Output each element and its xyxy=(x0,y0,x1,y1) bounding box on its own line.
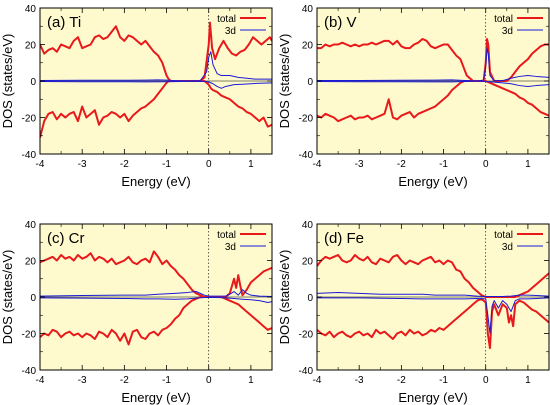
x-tick-label: -4 xyxy=(313,159,322,170)
x-tick-label: -2 xyxy=(397,375,406,386)
x-tick-label: -2 xyxy=(397,159,406,170)
series-group xyxy=(317,254,549,350)
x-tick-label: -4 xyxy=(36,375,45,386)
series-total-down-line xyxy=(317,80,549,123)
series-3d-up-line xyxy=(40,51,272,82)
series-3d-down-line xyxy=(40,80,272,89)
panel-label: (d) Fe xyxy=(324,230,364,247)
panel-1: -4 -3 -2 -1 0 1 -40 -20 0 20 40 Energy (eV) DOS (sta… xyxy=(277,4,550,189)
series-3d-up-line xyxy=(317,47,549,82)
y-tick-label: 20 xyxy=(25,41,37,52)
legend-label-total: total xyxy=(217,230,236,241)
x-tick-label: -1 xyxy=(162,375,171,386)
panel-2: -4 -3 -2 -1 0 1 -40 -20 0 20 40 Energy (eV) DOS (sta… xyxy=(0,220,273,405)
series-group xyxy=(40,21,272,138)
panel-3: -4 -3 -2 -1 0 1 -40 -20 0 20 40 Energy (eV) DOS (sta… xyxy=(277,220,550,405)
x-tick-label: 1 xyxy=(525,375,531,386)
legend-label-total: total xyxy=(494,14,513,25)
y-tick-label: 20 xyxy=(25,257,37,268)
y-tick-label: -40 xyxy=(22,366,37,377)
series-total-up-line xyxy=(40,250,272,298)
legend-label-3d: 3d xyxy=(225,26,236,37)
y-tick-label: -20 xyxy=(299,330,314,341)
y-axis-label: DOS (states/eV) xyxy=(277,34,292,129)
legend-label-total: total xyxy=(217,14,236,25)
x-tick-label: -4 xyxy=(36,159,45,170)
x-tick-label: -2 xyxy=(120,375,129,386)
y-tick-label: 40 xyxy=(302,220,314,231)
series-group xyxy=(317,38,549,123)
series-3d-down-line xyxy=(40,296,272,303)
y-tick-label: -20 xyxy=(299,114,314,125)
series-total-down-line xyxy=(40,80,272,138)
series-total-down-line xyxy=(40,296,272,346)
x-tick-label: -4 xyxy=(313,375,322,386)
y-tick-label: 40 xyxy=(25,220,37,231)
y-tick-label: 0 xyxy=(30,77,36,88)
x-tick-label: 0 xyxy=(483,159,489,170)
y-tick-label: 0 xyxy=(30,293,36,304)
x-tick-label: 0 xyxy=(483,375,489,386)
legend-label-total: total xyxy=(494,230,513,241)
y-tick-label: 20 xyxy=(302,257,314,268)
x-tick-label: 1 xyxy=(248,159,254,170)
y-tick-label: -20 xyxy=(22,114,37,125)
series-3d-up-line xyxy=(317,291,549,297)
series-3d-down-line xyxy=(317,297,549,334)
y-tick-label: -20 xyxy=(22,330,37,341)
y-axis-label: DOS (states/eV) xyxy=(0,34,15,129)
x-axis-label: Energy (eV) xyxy=(121,390,190,405)
x-tick-label: -1 xyxy=(162,159,171,170)
y-tick-label: -40 xyxy=(299,366,314,377)
series-total-up-line xyxy=(40,21,272,82)
y-tick-label: 20 xyxy=(302,41,314,52)
y-tick-label: 40 xyxy=(25,4,37,15)
x-axis-label: Energy (eV) xyxy=(398,174,467,189)
legend-label-3d: 3d xyxy=(225,242,236,253)
series-total-up-line xyxy=(317,254,549,298)
x-tick-label: -2 xyxy=(120,159,129,170)
x-tick-label: -1 xyxy=(439,375,448,386)
series-3d-up-line xyxy=(40,289,272,297)
y-tick-label: 0 xyxy=(307,77,313,88)
x-tick-label: 0 xyxy=(206,375,212,386)
series-group xyxy=(40,250,272,346)
y-tick-label: -40 xyxy=(299,150,314,161)
panel-label: (b) V xyxy=(324,14,357,31)
x-axis-label: Energy (eV) xyxy=(121,174,190,189)
panel-0: -4 -3 -2 -1 0 1 -40 -20 0 20 40 Energy (eV) DOS (sta… xyxy=(0,4,273,189)
x-tick-label: -1 xyxy=(439,159,448,170)
series-3d-down-line xyxy=(317,80,549,87)
x-axis-label: Energy (eV) xyxy=(398,390,467,405)
legend-label-3d: 3d xyxy=(502,242,513,253)
y-tick-label: -40 xyxy=(22,150,37,161)
y-tick-label: 40 xyxy=(302,4,314,15)
x-tick-label: 1 xyxy=(525,159,531,170)
y-axis-label: DOS (states/eV) xyxy=(277,250,292,345)
series-total-down-line xyxy=(317,297,549,350)
x-tick-label: 0 xyxy=(206,159,212,170)
x-tick-label: -3 xyxy=(78,375,87,386)
x-tick-label: -3 xyxy=(355,159,364,170)
series-total-up-line xyxy=(317,38,549,82)
y-tick-label: 0 xyxy=(307,293,313,304)
panel-label: (c) Cr xyxy=(47,230,85,247)
x-tick-label: -3 xyxy=(78,159,87,170)
panel-label: (a) Ti xyxy=(47,14,81,31)
y-axis-label: DOS (states/eV) xyxy=(0,250,15,345)
x-tick-label: -3 xyxy=(355,375,364,386)
legend-label-3d: 3d xyxy=(502,26,513,37)
x-tick-label: 1 xyxy=(248,375,254,386)
